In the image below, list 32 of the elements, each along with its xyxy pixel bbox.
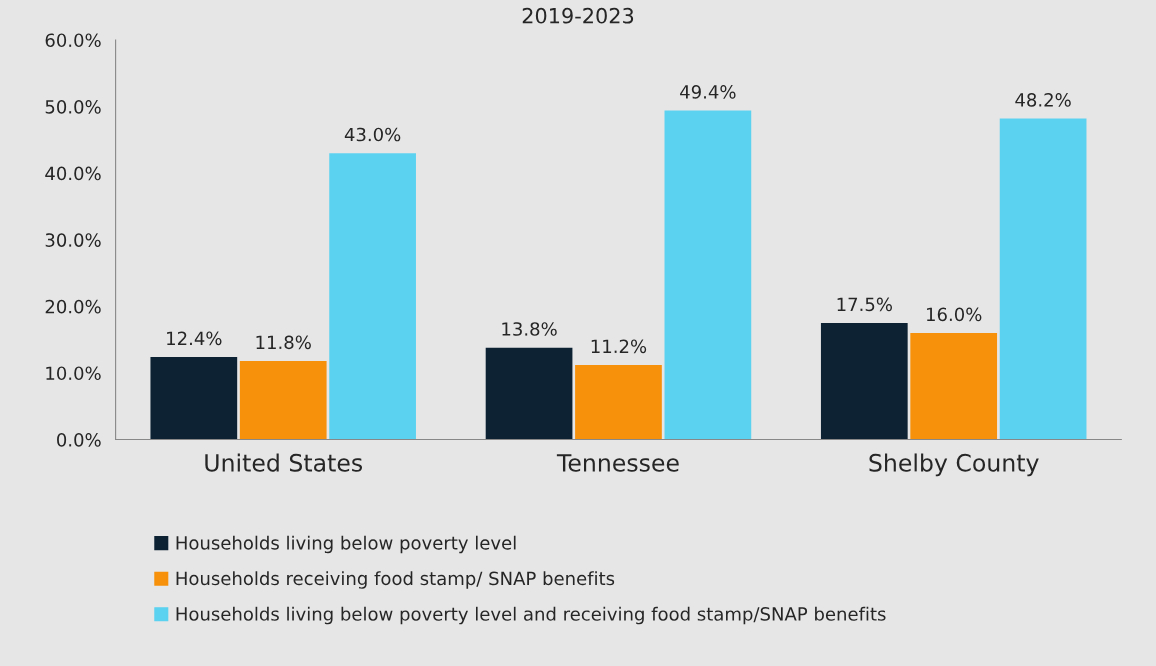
x-tick-label: Shelby County [869,453,1039,477]
x-tick-label: Tennessee [556,454,679,472]
bar [575,364,662,440]
legend-label: Households receiving food stamp/ SNAP benefits [176,571,615,589]
legend-label: Households living below poverty level [176,535,516,554]
data-label: 43.0% [344,127,401,142]
legend-label: Households living below poverty level and receiving food stamp/SNAP benefits [176,606,886,625]
chart-title: 2019-2023 [522,7,634,24]
data-label: 49.4% [680,85,736,99]
y-tick-label: 0.0% [57,433,101,447]
data-label: 11.8% [256,335,311,350]
data-label: 11.2% [591,339,647,354]
bar [910,333,998,440]
bar [664,110,752,440]
bar [329,153,416,440]
bar [150,356,238,440]
data-label: 12.4% [167,331,222,346]
data-label: 16.0% [927,307,982,322]
bar [820,323,908,440]
bar [239,360,327,440]
bar [485,347,573,440]
y-tick-label: 10.0% [46,366,101,381]
data-label: 13.8% [502,322,557,336]
y-tick-label: 30.0% [45,233,101,247]
y-tick-label: 50.0% [45,100,101,114]
y-tick-label: 40.0% [45,166,101,181]
data-label: 17.5% [837,297,892,312]
x-tick-label: United States [205,453,363,472]
bar [999,118,1087,440]
data-label: 48.2% [1015,93,1071,107]
y-tick-label: 20.0% [45,299,101,314]
y-tick-label: 60.0% [45,33,101,48]
